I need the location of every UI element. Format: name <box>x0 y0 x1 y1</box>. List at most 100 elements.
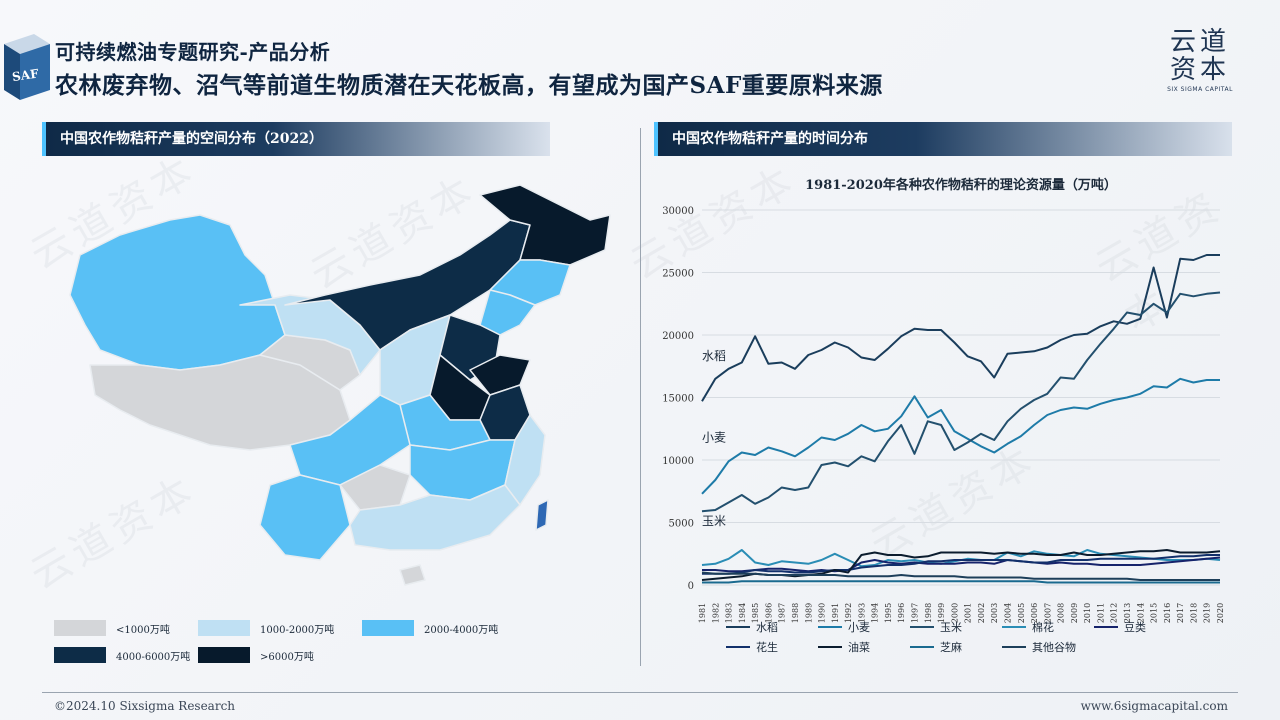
legend-label: 豆类 <box>1124 620 1146 634</box>
legend-label: 棉花 <box>1032 620 1054 634</box>
x-tick-label: 1992 <box>844 603 853 623</box>
brand-logo: 云道 资本 SIX SIGMA CAPITAL <box>1160 28 1240 93</box>
chart-section-title: 中国农作物秸秆产量的时间分布 <box>654 122 1232 156</box>
x-tick-label: 2010 <box>1083 603 1092 623</box>
x-tick-label: 2015 <box>1150 603 1159 623</box>
x-tick-label: 1981 <box>698 603 707 623</box>
x-tick-label: 1990 <box>818 603 827 623</box>
x-tick-label: 2019 <box>1203 603 1212 623</box>
x-tick-label: 2018 <box>1189 603 1198 623</box>
x-tick-label: 1989 <box>804 603 813 623</box>
series-line <box>701 377 1220 495</box>
x-tick-label: 2020 <box>1216 603 1225 623</box>
x-tick-label: 1984 <box>738 603 747 623</box>
map-legend-item: >6000万吨 <box>198 647 314 663</box>
x-tick-label: 1987 <box>778 603 787 623</box>
legend-label: 芝麻 <box>940 640 962 654</box>
legend-label: 小麦 <box>848 621 870 634</box>
x-tick-label: 2006 <box>1030 603 1039 623</box>
footer-website: www.6sigmacapital.com <box>1080 699 1228 713</box>
y-tick-label: 15000 <box>662 394 694 405</box>
x-tick-label: 1997 <box>911 603 920 623</box>
footer-rule <box>42 692 1238 693</box>
legend-label: 花生 <box>756 640 778 654</box>
map-region <box>69 214 286 371</box>
saf-badge-text: SAF <box>11 66 40 84</box>
x-tick-label: 2000 <box>950 603 959 623</box>
x-tick-label: 2004 <box>1003 603 1012 623</box>
chart-title: 1981-2020年各种农作物秸秆的理论资源量（万吨） <box>805 177 1117 193</box>
x-tick-label: 2001 <box>964 603 973 623</box>
series-line <box>701 571 1220 581</box>
map-region <box>339 464 411 511</box>
series-line <box>702 580 1220 584</box>
legend-label: 水稻 <box>756 621 778 634</box>
series-line <box>701 254 1220 402</box>
legend-label: 1000-2000万吨 <box>260 624 335 636</box>
legend-swatch <box>198 620 250 636</box>
series-line <box>702 554 1220 575</box>
map-region <box>349 484 521 551</box>
legend-label: >6000万吨 <box>260 651 314 663</box>
brand-tagline: SIX SIGMA CAPITAL <box>1167 86 1233 93</box>
x-tick-label: 2014 <box>1136 603 1145 623</box>
legend-swatch <box>198 647 250 663</box>
legend-swatch <box>362 620 414 636</box>
legend-swatch <box>54 647 106 663</box>
series-annotation: 玉米 <box>702 514 726 528</box>
footer-copyright: ©2024.10 Sixsigma Research <box>54 699 236 713</box>
legend-label: 玉米 <box>940 621 962 634</box>
x-tick-label: 1988 <box>791 603 800 623</box>
x-tick-label: 2008 <box>1057 603 1066 623</box>
x-tick-label: 2016 <box>1163 603 1172 623</box>
map-region <box>399 564 426 586</box>
x-tick-label: 1994 <box>871 603 880 623</box>
x-tick-label: 1985 <box>751 603 760 623</box>
x-tick-label: 2005 <box>1017 603 1026 623</box>
x-tick-label: 1996 <box>897 603 906 623</box>
legend-label: 2000-4000万吨 <box>424 624 499 636</box>
brand-line2: 资本 <box>1169 55 1230 85</box>
map-legend-item: 2000-4000万吨 <box>362 620 498 636</box>
x-tick-label: 1986 <box>764 603 773 623</box>
legend-label: 油菜 <box>848 640 870 654</box>
series-annotation: 小麦 <box>702 430 726 444</box>
x-tick-label: 1991 <box>831 603 840 623</box>
china-straw-map <box>69 184 611 586</box>
y-tick-label: 30000 <box>662 206 694 217</box>
x-tick-label: 2009 <box>1070 603 1079 623</box>
map-legend-item: 1000-2000万吨 <box>198 620 334 636</box>
y-tick-label: 0 <box>688 581 694 592</box>
x-tick-label: 2007 <box>1043 603 1052 623</box>
section-divider <box>640 128 641 666</box>
legend-label: <1000万吨 <box>116 624 170 636</box>
x-tick-label: 2012 <box>1110 603 1119 623</box>
series-line <box>701 291 1221 513</box>
x-tick-label: 1999 <box>937 603 946 623</box>
map-region <box>469 354 531 396</box>
map-section-title: 中国农作物秸秆产量的空间分布（2022） <box>42 122 550 156</box>
series-annotation: 水稻 <box>702 349 726 363</box>
x-tick-label: 1995 <box>884 603 893 623</box>
x-tick-label: 2017 <box>1176 603 1185 623</box>
x-tick-label: 2003 <box>990 603 999 623</box>
x-tick-label: 1998 <box>924 603 933 623</box>
y-tick-label: 5000 <box>669 519 694 530</box>
legend-swatch <box>54 620 106 636</box>
x-tick-label: 1993 <box>857 603 866 623</box>
y-tick-label: 25000 <box>662 269 694 280</box>
map-legend-item: 4000-6000万吨 <box>54 647 190 663</box>
map-legend-item: <1000万吨 <box>54 620 170 636</box>
brand-line1: 云道 <box>1169 27 1230 57</box>
page-title: 农林废弃物、沼气等前道生物质潜在天花板高，有望成为国产SAF重要原料来源 <box>55 72 883 99</box>
x-tick-label: 2011 <box>1096 603 1105 623</box>
series-line <box>702 556 1221 573</box>
x-tick-label: 2013 <box>1123 603 1132 623</box>
saf-cube-icon: SAF <box>4 34 50 100</box>
legend-label: 其他谷物 <box>1032 640 1076 654</box>
x-tick-label: 1983 <box>725 603 734 623</box>
map-region <box>259 474 351 561</box>
x-tick-label: 2002 <box>977 603 986 623</box>
y-tick-label: 20000 <box>662 331 694 342</box>
